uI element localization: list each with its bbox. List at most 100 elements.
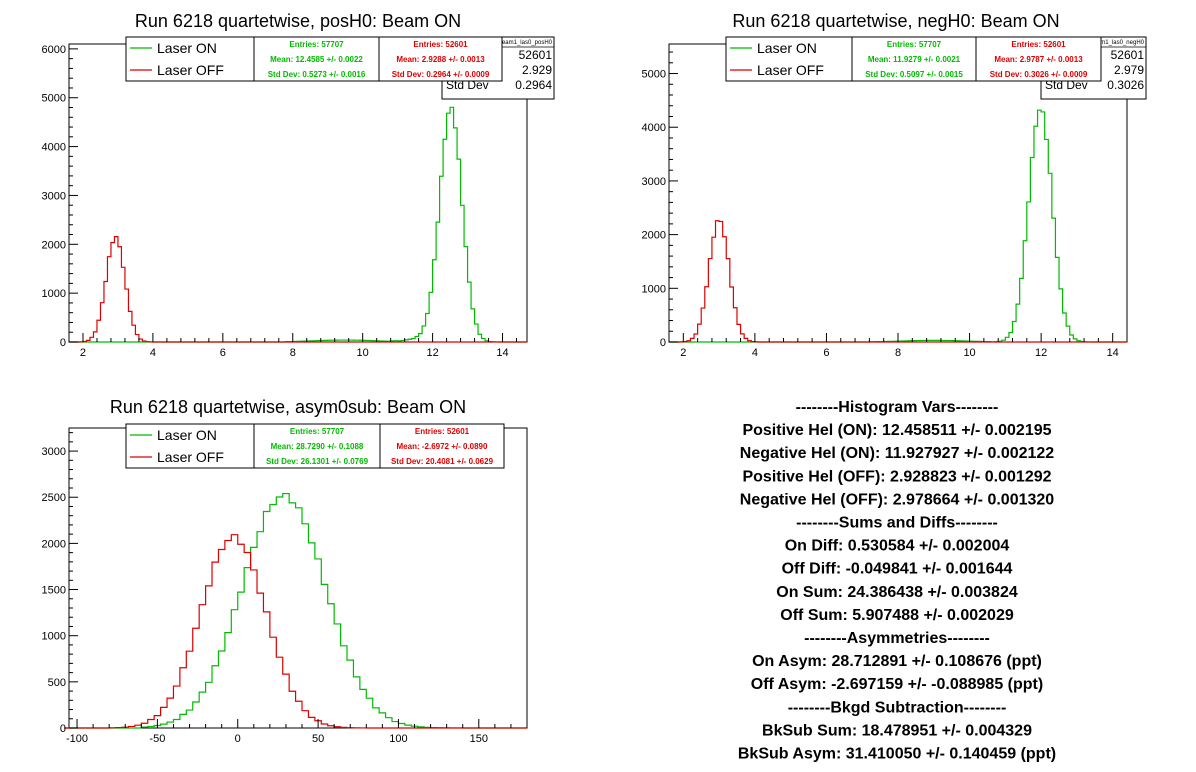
chart-negH0: Run 6218 quartetwise, negH0: Beam ON 2 4 6 8… bbox=[642, 11, 1147, 359]
stats-entries: Entries: 52601 bbox=[415, 427, 470, 436]
x-tick-label: 6 bbox=[823, 347, 829, 359]
legend-label-laser-off: Laser OFF bbox=[757, 62, 824, 78]
stats-std-dev: Std Dev: 26.1301 +/- 0.0769 bbox=[266, 457, 369, 466]
x-tick-label: 6 bbox=[220, 347, 226, 359]
legend-frame bbox=[725, 36, 853, 82]
stats-box-frame bbox=[851, 36, 977, 82]
histogram-series-laser-on bbox=[69, 106, 527, 343]
x-tick-label: 14 bbox=[1107, 347, 1119, 359]
histogram-vars-line: On Asym: 28.712891 +/- 0.108676 (ppt) bbox=[752, 653, 1042, 670]
y-tick-label: 2000 bbox=[42, 239, 66, 251]
x-tick-label: 14 bbox=[496, 347, 508, 359]
x-tick-label: 8 bbox=[290, 347, 296, 359]
y-tick-label: 3000 bbox=[642, 176, 666, 188]
y-tick-label: 6000 bbox=[42, 44, 66, 56]
x-tick-label: 10 bbox=[357, 347, 369, 359]
histogram-vars-line: Negative Hel (OFF): 2.978664 +/- 0.00132… bbox=[740, 491, 1054, 508]
chart-asym0sub: Run 6218 quartetwise, asym0sub: Beam ON -… bbox=[42, 397, 528, 745]
chart-title: Run 6218 quartetwise, asym0sub: Beam ON bbox=[110, 397, 466, 417]
y-tick-label: 4000 bbox=[642, 122, 666, 134]
stats-mean: Mean: 2.9787 +/- 0.0013 bbox=[994, 55, 1083, 64]
histogram-vars-line: Off Diff: -0.049841 +/- 0.001644 bbox=[782, 561, 1013, 578]
histogram-vars-line: --------Sums and Diffs-------- bbox=[796, 515, 998, 532]
x-tick-label: 100 bbox=[389, 733, 407, 745]
y-tick-label: 2500 bbox=[42, 492, 66, 504]
histogram-vars-line: --------Histogram Vars-------- bbox=[796, 399, 999, 416]
x-tick-label: 50 bbox=[312, 733, 324, 745]
histogram-series-laser-off bbox=[64, 534, 527, 729]
stats-mean: Mean: 2.9288 +/- 0.0013 bbox=[396, 55, 485, 64]
stats-std-value: 0.3026 bbox=[1107, 78, 1144, 92]
stats-entries: Entries: 57707 bbox=[887, 40, 942, 49]
stats-box-laser-on: Entries: 57707 Mean: 12.4585 +/- 0.0022 St… bbox=[253, 36, 380, 82]
legend-label-laser-on: Laser ON bbox=[157, 40, 217, 56]
stats-box-laser-off: Entries: 52601 Mean: 2.9288 +/- 0.0013 Std… bbox=[378, 36, 503, 82]
stats-entries-value: 52601 bbox=[1111, 48, 1145, 62]
stats-mean: Mean: 11.9279 +/- 0.0021 bbox=[868, 55, 961, 64]
histogram-vars-line: BkSub Asym: 31.410050 +/- 0.140459 (ppt) bbox=[738, 746, 1056, 763]
histogram-vars-line: On Sum: 24.386438 +/- 0.003824 bbox=[776, 584, 1018, 601]
histogram-vars-line: Positive Hel (OFF): 2.928823 +/- 0.00129… bbox=[742, 468, 1051, 485]
y-tick-label: 1000 bbox=[642, 283, 666, 295]
y-tick-label: 5000 bbox=[42, 93, 66, 105]
stats-box-laser-on: Entries: 57707 Mean: 11.9279 +/- 0.0021 St… bbox=[851, 36, 977, 82]
stats-mean: Mean: -2.6972 +/- 0.0890 bbox=[397, 442, 488, 451]
y-tick-label: 2000 bbox=[642, 230, 666, 242]
x-tick-label: 4 bbox=[752, 347, 758, 359]
stats-box-laser-on: Entries: 57707 Mean: 28.7290 +/- 0.1088 St… bbox=[253, 423, 381, 469]
histogram-vars-line: Off Asym: -2.697159 +/- -0.088985 (ppt) bbox=[751, 676, 1043, 693]
stats-entries: Entries: 52601 bbox=[1011, 40, 1066, 49]
x-tick-label: 0 bbox=[235, 733, 241, 745]
plot-frame bbox=[68, 427, 528, 729]
histogram-series-laser-on bbox=[669, 109, 1127, 343]
stats-mean: Mean: 12.4585 +/- 0.0022 bbox=[270, 55, 363, 64]
y-tick-label: 1000 bbox=[42, 631, 66, 643]
stats-box-title: beam1_las0_posH0 bbox=[499, 40, 553, 46]
y-tick-label: 0 bbox=[660, 337, 666, 349]
histogram-vars-line: Positive Hel (ON): 12.458511 +/- 0.00219… bbox=[742, 422, 1051, 439]
x-tick-label: 12 bbox=[1035, 347, 1047, 359]
x-tick-label: -100 bbox=[66, 733, 88, 745]
x-tick-label: -50 bbox=[149, 733, 165, 745]
histogram-vars-line: --------Bkgd Subtraction-------- bbox=[788, 699, 1007, 716]
stats-box-frame bbox=[975, 36, 1102, 82]
legend: Laser ON Laser OFF bbox=[125, 36, 255, 82]
legend: Laser ON Laser OFF bbox=[125, 423, 255, 469]
stats-box-frame bbox=[253, 423, 381, 469]
stats-std-dev: Std Dev: 0.5097 +/- 0.0015 bbox=[865, 70, 963, 79]
x-tick-label: 2 bbox=[80, 347, 86, 359]
stats-std-value: 0.2964 bbox=[515, 78, 552, 92]
stats-entries: Entries: 57707 bbox=[289, 40, 344, 49]
legend-label-laser-on: Laser ON bbox=[757, 40, 817, 56]
stats-std-dev: Std Dev: 0.5273 +/- 0.0016 bbox=[268, 70, 366, 79]
stats-entries: Entries: 57707 bbox=[290, 427, 345, 436]
stats-mean-value: 2.979 bbox=[1114, 63, 1144, 77]
stats-mean: Mean: 28.7290 +/- 0.1088 bbox=[271, 442, 364, 451]
y-tick-label: 5000 bbox=[642, 69, 666, 81]
y-tick-label: 3000 bbox=[42, 446, 66, 458]
stats-entries-value: 52601 bbox=[519, 48, 553, 62]
histogram-vars-panel: --------Histogram Vars-------- Positive H… bbox=[738, 399, 1056, 763]
stats-std-dev: Std Dev: 0.3026 +/- 0.0009 bbox=[990, 70, 1088, 79]
histogram-vars-line: On Diff: 0.530584 +/- 0.002004 bbox=[785, 538, 1010, 555]
stats-box-frame bbox=[378, 36, 503, 82]
chart-title: Run 6218 quartetwise, negH0: Beam ON bbox=[732, 11, 1059, 31]
stats-std-dev: Std Dev: 20.4081 +/- 0.0629 bbox=[391, 457, 494, 466]
chart-posH0: Run 6218 quartetwise, posH0: Beam ON 2 4 6 8… bbox=[42, 11, 555, 359]
stats-entries: Entries: 52601 bbox=[413, 40, 468, 49]
stats-box-frame bbox=[379, 423, 505, 469]
y-tick-label: 1000 bbox=[42, 288, 66, 300]
stats-box-laser-off: Entries: 52601 Mean: 2.9787 +/- 0.0013 Std… bbox=[975, 36, 1102, 82]
histogram-vars-line: Off Sum: 5.907488 +/- 0.002029 bbox=[780, 607, 1014, 624]
x-tick-label: 150 bbox=[470, 733, 488, 745]
chart-title: Run 6218 quartetwise, posH0: Beam ON bbox=[135, 11, 461, 31]
y-tick-label: 4000 bbox=[42, 142, 66, 154]
histogram-vars-line: Negative Hel (ON): 11.927927 +/- 0.00212… bbox=[740, 445, 1055, 462]
histogram-vars-line: BkSub Sum: 18.478951 +/- 0.004329 bbox=[762, 722, 1032, 739]
stats-std-dev: Std Dev: 0.2964 +/- 0.0009 bbox=[392, 70, 490, 79]
legend: Laser ON Laser OFF bbox=[725, 36, 853, 82]
legend-label-laser-off: Laser OFF bbox=[157, 449, 224, 465]
x-tick-label: 10 bbox=[963, 347, 975, 359]
legend-label-laser-off: Laser OFF bbox=[157, 62, 224, 78]
